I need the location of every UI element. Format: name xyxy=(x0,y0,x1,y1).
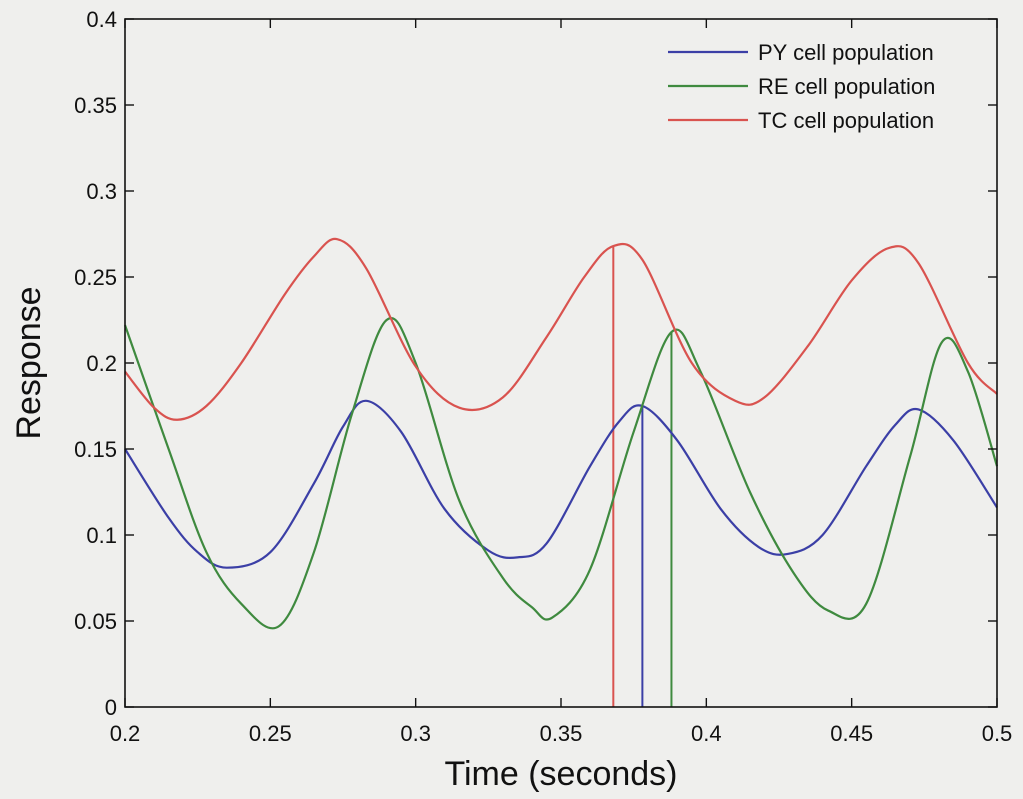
y-tick-label: 0.1 xyxy=(86,523,117,548)
y-tick-label: 0.25 xyxy=(74,265,117,290)
x-tick-label: 0.4 xyxy=(691,721,722,746)
legend-label: RE cell population xyxy=(758,74,935,99)
series-line-2 xyxy=(123,317,999,630)
legend-label: PY cell population xyxy=(758,40,934,65)
x-axis-label: Time (seconds) xyxy=(444,755,677,793)
series-line-3 xyxy=(124,237,998,421)
x-axis: 0.2 0.25 0.3 0.35 0.4 0.45 0.5 xyxy=(110,19,1013,746)
x-tick-label: 0.45 xyxy=(830,721,873,746)
series-lines xyxy=(123,237,999,630)
x-tick-label: 0.5 xyxy=(982,721,1013,746)
y-tick-label: 0.2 xyxy=(86,351,117,376)
series-line-1 xyxy=(124,399,998,569)
y-tick-label: 0.4 xyxy=(86,7,117,32)
x-tick-label: 0.3 xyxy=(400,721,431,746)
y-axis-label: Response xyxy=(10,286,48,439)
y-tick-label: 0 xyxy=(105,695,117,720)
plot-area xyxy=(125,19,997,707)
y-axis: 0 0.05 0.1 0.15 0.2 0.25 0.3 0.35 0.4 xyxy=(74,7,997,720)
y-tick-label: 0.3 xyxy=(86,179,117,204)
legend: PY cell population RE cell population TC c… xyxy=(668,40,935,133)
x-tick-label: 0.25 xyxy=(249,721,292,746)
y-tick-label: 0.35 xyxy=(74,93,117,118)
y-tick-label: 0.05 xyxy=(74,609,117,634)
peak-markers xyxy=(612,246,673,707)
legend-label: TC cell population xyxy=(758,108,934,133)
x-tick-label: 0.2 xyxy=(110,721,141,746)
y-tick-label: 0.15 xyxy=(74,437,117,462)
x-tick-label: 0.35 xyxy=(540,721,583,746)
